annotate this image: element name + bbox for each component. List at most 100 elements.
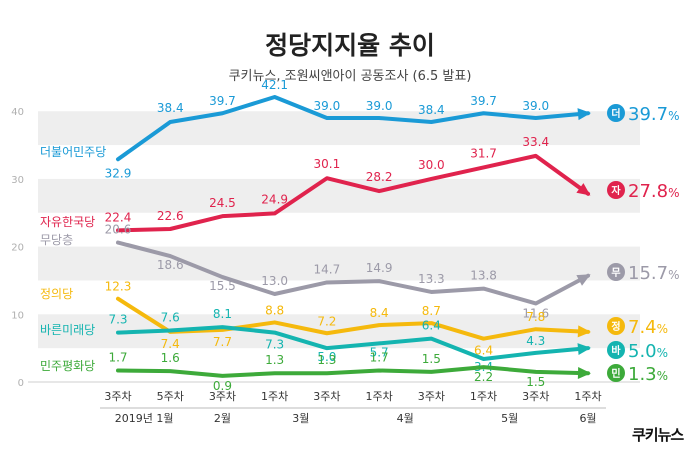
final-badge-label: 더 (611, 107, 620, 120)
data-label: 38.4 (418, 103, 445, 117)
chart-title: 정당지지율 추이 (265, 31, 435, 60)
data-label: 1.6 (161, 351, 180, 365)
series-arrow (576, 183, 591, 196)
data-label: 14.9 (366, 261, 393, 275)
data-label: 8.4 (370, 306, 389, 320)
data-label: 7.8 (526, 310, 545, 324)
data-label: 39.0 (314, 99, 341, 113)
data-label: 13.8 (470, 269, 497, 283)
data-label: 1.7 (370, 350, 389, 364)
final-unit: % (657, 322, 668, 336)
data-label: 8.1 (213, 307, 232, 321)
series-arrow (577, 343, 591, 356)
final-badge (607, 263, 625, 281)
data-label: 5.7 (370, 345, 389, 359)
y-tick-label: 10 (11, 310, 24, 321)
data-label: 12.3 (105, 280, 132, 294)
data-label: 6.4 (422, 319, 441, 333)
data-label: 7.2 (317, 314, 336, 328)
x-tick-label: 1주차 (470, 390, 497, 403)
final-value: 15.7% (628, 263, 679, 284)
data-label: 28.2 (366, 170, 393, 184)
data-label: 0.9 (213, 379, 232, 393)
data-label: 42.1 (261, 78, 288, 92)
data-label: 5.0 (317, 350, 336, 364)
data-label: 1.3 (265, 353, 284, 367)
data-label: 7.3 (108, 313, 127, 327)
data-label: 20.6 (105, 223, 132, 237)
data-label: 1.3 (317, 353, 336, 367)
series-line (116, 153, 590, 233)
data-label: 33.4 (522, 135, 549, 149)
series-2: 22.4 22.6 24.5 24.9 30.1 28.2 30.0 31.7 33.4 자유한국… (40, 135, 679, 233)
series-line (116, 296, 590, 341)
x-tick-label: 1주차 (261, 390, 288, 403)
data-label: 4.3 (526, 334, 545, 348)
final-unit: % (668, 268, 679, 282)
x-tick-label: 3주차 (104, 390, 131, 403)
series-name: 정의당 (40, 287, 73, 301)
grid-band (38, 178, 640, 213)
series-arrow (577, 325, 591, 338)
month-label: 5월 (501, 412, 518, 425)
data-label: 39.7 (209, 94, 236, 108)
final-value: 27.8% (628, 181, 679, 202)
data-label: 22.6 (157, 209, 184, 223)
data-label: 1.5 (422, 352, 441, 366)
data-label: 1.7 (108, 350, 127, 364)
series-3: 20.6 18.6 15.5 13.0 14.7 14.9 13.3 13.8 11.6 무당층무… (40, 223, 679, 321)
final-badge (607, 317, 625, 335)
x-tick-label: 3주차 (522, 390, 549, 403)
data-label: 11.6 (522, 306, 549, 320)
final-badge-label: 정 (611, 320, 620, 333)
month-label: 3월 (292, 412, 309, 425)
series-line (116, 325, 590, 361)
final-unit: % (657, 369, 668, 383)
month-label: 6월 (579, 412, 596, 425)
data-label: 39.0 (522, 99, 549, 113)
series-arrow (577, 366, 591, 379)
data-label: 1.5 (526, 375, 545, 389)
final-unit: % (657, 346, 668, 360)
data-label: 7.3 (265, 338, 284, 352)
final-value: 7.4% (628, 317, 668, 338)
data-label: 24.9 (261, 192, 288, 206)
data-label: 6.4 (474, 344, 493, 358)
series-1: 32.9 38.4 39.7 42.1 39.0 39.0 38.4 39.7 39.0 더불어민… (40, 78, 679, 180)
series-name: 더불어민주당 (40, 145, 106, 159)
series-line (116, 240, 590, 306)
series-name: 바른미래당 (40, 323, 95, 337)
series-name: 민주평화당 (40, 359, 95, 373)
final-badge-label: 자 (611, 184, 621, 197)
final-badge-label: 민 (611, 367, 620, 380)
month-label: 2월 (214, 412, 231, 425)
grid-bands (38, 111, 640, 349)
data-label: 31.7 (470, 146, 497, 160)
data-label: 30.1 (314, 157, 341, 171)
final-badge-label: 바 (611, 344, 621, 357)
series-name: 자유한국당 (40, 215, 95, 229)
data-label: 24.5 (209, 196, 236, 210)
data-label: 22.4 (105, 210, 132, 224)
data-label: 39.0 (366, 99, 393, 113)
grid-band (38, 246, 640, 281)
data-label: 7.4 (161, 337, 180, 351)
x-tick-label: 1주차 (365, 390, 392, 403)
data-label: 7.6 (161, 311, 180, 325)
series-arrow (577, 108, 591, 121)
month-label: 2019년 1월 (115, 412, 174, 425)
y-tick-label: 0 (18, 378, 24, 389)
data-label: 38.4 (157, 101, 184, 115)
series-arrow (576, 274, 591, 286)
y-tick-label: 30 (11, 175, 24, 186)
data-label: 32.9 (105, 166, 132, 180)
x-tick-label: 1주차 (574, 390, 601, 403)
final-value: 39.7% (628, 104, 679, 125)
final-unit: % (668, 109, 679, 123)
y-tick-label: 40 (11, 107, 24, 118)
data-label: 7.7 (213, 335, 232, 349)
final-badge-label: 무 (611, 267, 620, 279)
